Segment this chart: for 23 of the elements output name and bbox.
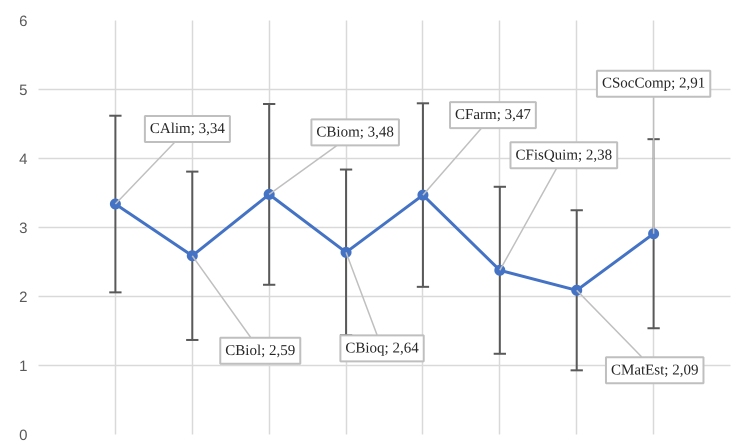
point [648,228,660,240]
point [186,250,198,262]
y-tick-label: 5 [19,82,28,99]
data-label: CFisQuim; 2,38 [515,147,612,164]
data-label: CBioq; 2,64 [345,340,420,356]
data-label: CMatEst; 2,09 [610,362,698,378]
y-tick-label: 3 [19,220,28,237]
y-tick-label: 1 [19,358,28,375]
data-label: CSocComp; 2,91 [602,76,706,92]
point [494,264,506,276]
y-tick-label: 0 [19,427,28,444]
point [264,188,275,200]
data-label: CFarm; 3,47 [455,107,532,124]
point [340,246,352,258]
point [110,198,121,210]
point [571,284,582,296]
data-label: CAlim; 3,34 [150,121,226,138]
y-tick-label: 2 [19,289,28,306]
point [417,190,428,201]
y-tick-label: 4 [19,151,28,168]
data-label: CBiom; 3,48 [316,124,394,140]
data-label: CBiol; 2,59 [225,342,296,359]
y-tick-label: 6 [19,13,28,30]
